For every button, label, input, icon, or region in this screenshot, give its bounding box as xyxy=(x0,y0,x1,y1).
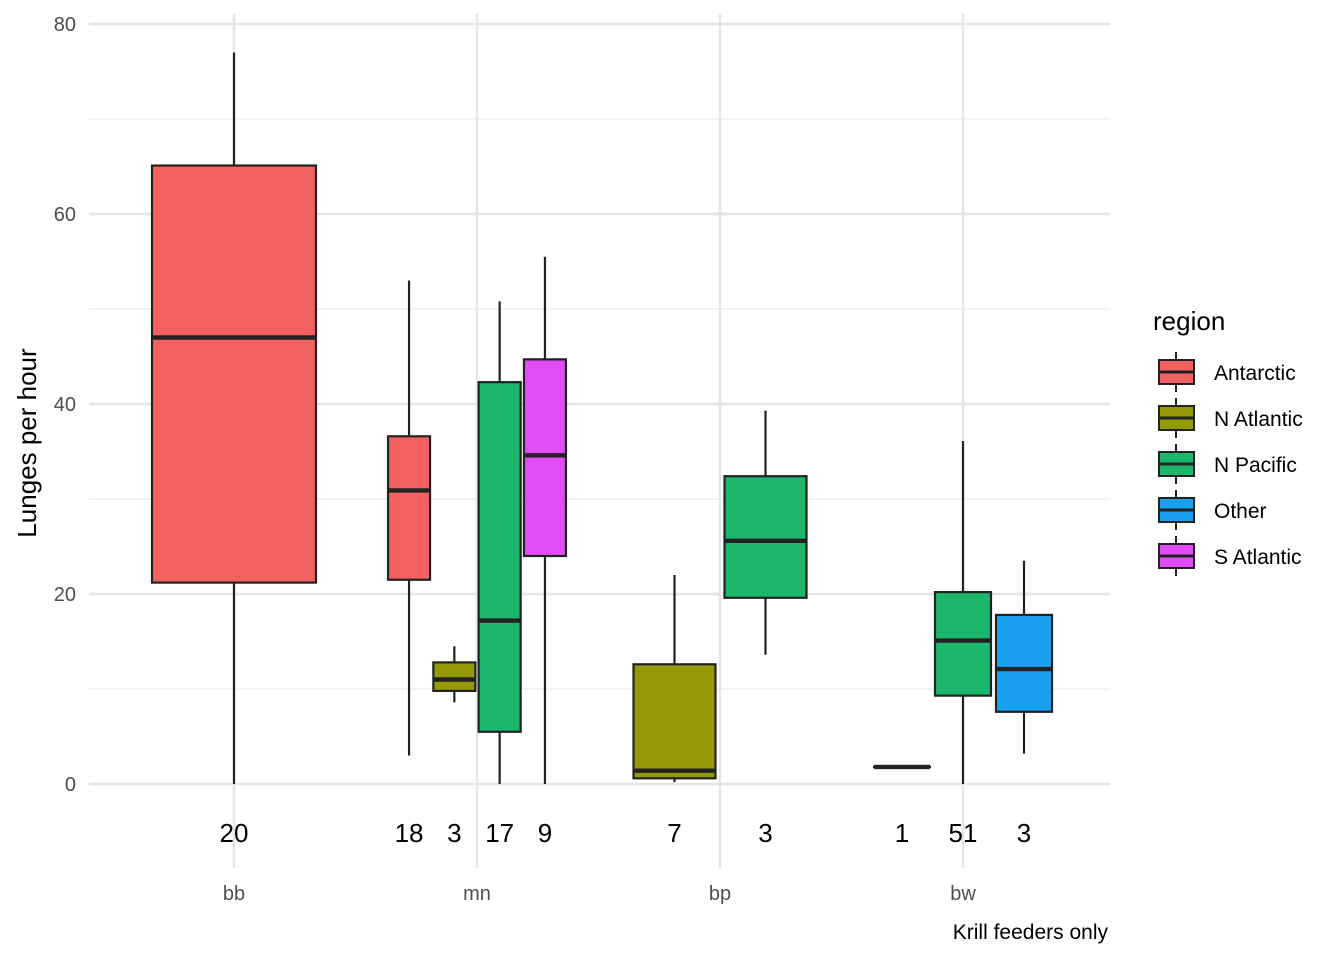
count-label: 3 xyxy=(1017,818,1031,848)
y-axis-ticks: 0 20 40 60 80 xyxy=(54,14,76,796)
y-tick-label: 60 xyxy=(54,204,76,226)
y-tick-label: 40 xyxy=(54,394,76,416)
x-tick-label: bp xyxy=(709,883,731,905)
count-label: 3 xyxy=(758,818,772,848)
box-bw-n-pacific xyxy=(933,441,993,784)
y-tick-label: 20 xyxy=(54,584,76,606)
legend-item: Antarctic xyxy=(1158,352,1296,392)
box-mn-s-atlantic xyxy=(522,256,568,784)
legend-label: N Pacific xyxy=(1214,454,1297,477)
box-mn-antarctic xyxy=(386,280,432,756)
boxes-layer xyxy=(150,52,1054,784)
x-tick-label: mn xyxy=(463,883,491,905)
box-body xyxy=(386,435,432,581)
x-axis-ticks: bb mn bp bw xyxy=(223,883,976,905)
chart-caption: Krill feeders only xyxy=(953,921,1109,944)
box-bp-n-atlantic xyxy=(632,575,717,783)
y-axis-label: Lunges per hour xyxy=(12,348,42,538)
legend-item: N Pacific xyxy=(1158,444,1297,484)
legend-label: Antarctic xyxy=(1214,362,1296,385)
box-body xyxy=(632,663,717,780)
box-body xyxy=(150,164,318,584)
y-tick-label: 0 xyxy=(65,774,76,796)
count-label: 9 xyxy=(538,818,552,848)
box-body xyxy=(477,381,522,733)
box-body xyxy=(522,358,568,558)
box-body xyxy=(994,613,1054,713)
legend-item: S Atlantic xyxy=(1158,536,1302,576)
box-bb-antarctic xyxy=(150,52,318,784)
count-label: 1 xyxy=(895,818,909,848)
box-body xyxy=(933,590,993,697)
count-label: 17 xyxy=(485,818,514,848)
legend-label: S Atlantic xyxy=(1214,546,1302,569)
box-bp-n-pacific xyxy=(723,410,808,655)
y-tick-label: 80 xyxy=(54,14,76,36)
x-tick-label: bb xyxy=(223,883,245,905)
count-label: 3 xyxy=(447,818,461,848)
box-mn-n-atlantic xyxy=(432,646,477,703)
count-label: 7 xyxy=(667,818,681,848)
count-label: 20 xyxy=(220,818,249,848)
legend-label: N Atlantic xyxy=(1214,408,1303,431)
legend: region Antarctic N Atlantic N Pacific Other… xyxy=(1153,306,1303,576)
box-body xyxy=(432,661,477,693)
count-label: 18 xyxy=(395,818,424,848)
box-body xyxy=(723,475,808,599)
count-labels: 20 18 3 17 9 7 3 1 51 3 xyxy=(220,818,1032,848)
legend-title: region xyxy=(1153,306,1225,336)
box-mn-n-pacific xyxy=(477,301,522,784)
legend-item: Other xyxy=(1158,490,1267,530)
x-tick-label: bw xyxy=(950,883,976,905)
box-bw-other xyxy=(994,560,1054,754)
legend-label: Other xyxy=(1214,500,1267,523)
legend-item: N Atlantic xyxy=(1158,398,1303,438)
count-label: 51 xyxy=(949,818,978,848)
